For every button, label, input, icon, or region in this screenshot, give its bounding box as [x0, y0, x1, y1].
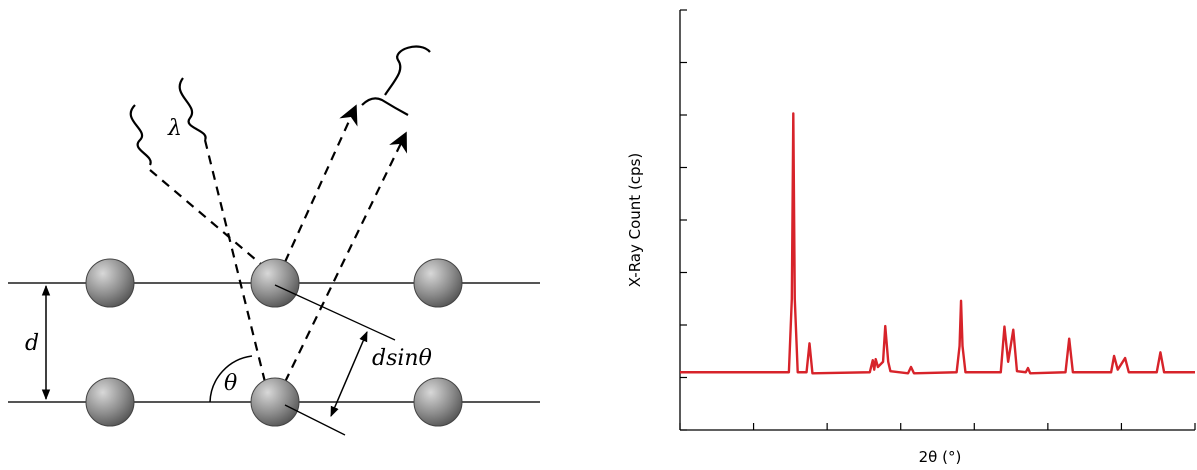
atom — [85, 377, 135, 427]
wavelength-label: λ — [167, 116, 182, 141]
data-line — [680, 112, 1195, 375]
diffracted-ray — [284, 131, 407, 383]
wave — [178, 77, 207, 141]
atom — [413, 258, 463, 308]
atom — [413, 377, 463, 427]
incident-ray — [149, 169, 263, 266]
bragg-diagram: λ d θ dsinθ — [8, 45, 540, 436]
wave — [384, 45, 431, 96]
angle-arc — [209, 355, 253, 403]
angle-label: θ — [224, 371, 237, 396]
y-axis-label: X-Ray Count (cps) — [626, 153, 644, 287]
incident-ray — [203, 139, 267, 383]
x-axis-label: 2θ (°) — [919, 448, 962, 466]
spacing-label: d — [25, 331, 39, 356]
atom — [250, 377, 300, 427]
diffracted-ray — [283, 104, 358, 263]
atom — [85, 258, 135, 308]
path-label: dsinθ — [372, 346, 432, 371]
perpendicular — [274, 284, 396, 341]
path-arrow — [330, 331, 368, 417]
wave-brace — [361, 97, 409, 116]
atom — [250, 258, 300, 308]
perpendicular — [284, 404, 346, 436]
xrd-chart: 2θ (°) X-Ray Count (cps) — [626, 9, 1196, 466]
wave — [129, 104, 152, 166]
